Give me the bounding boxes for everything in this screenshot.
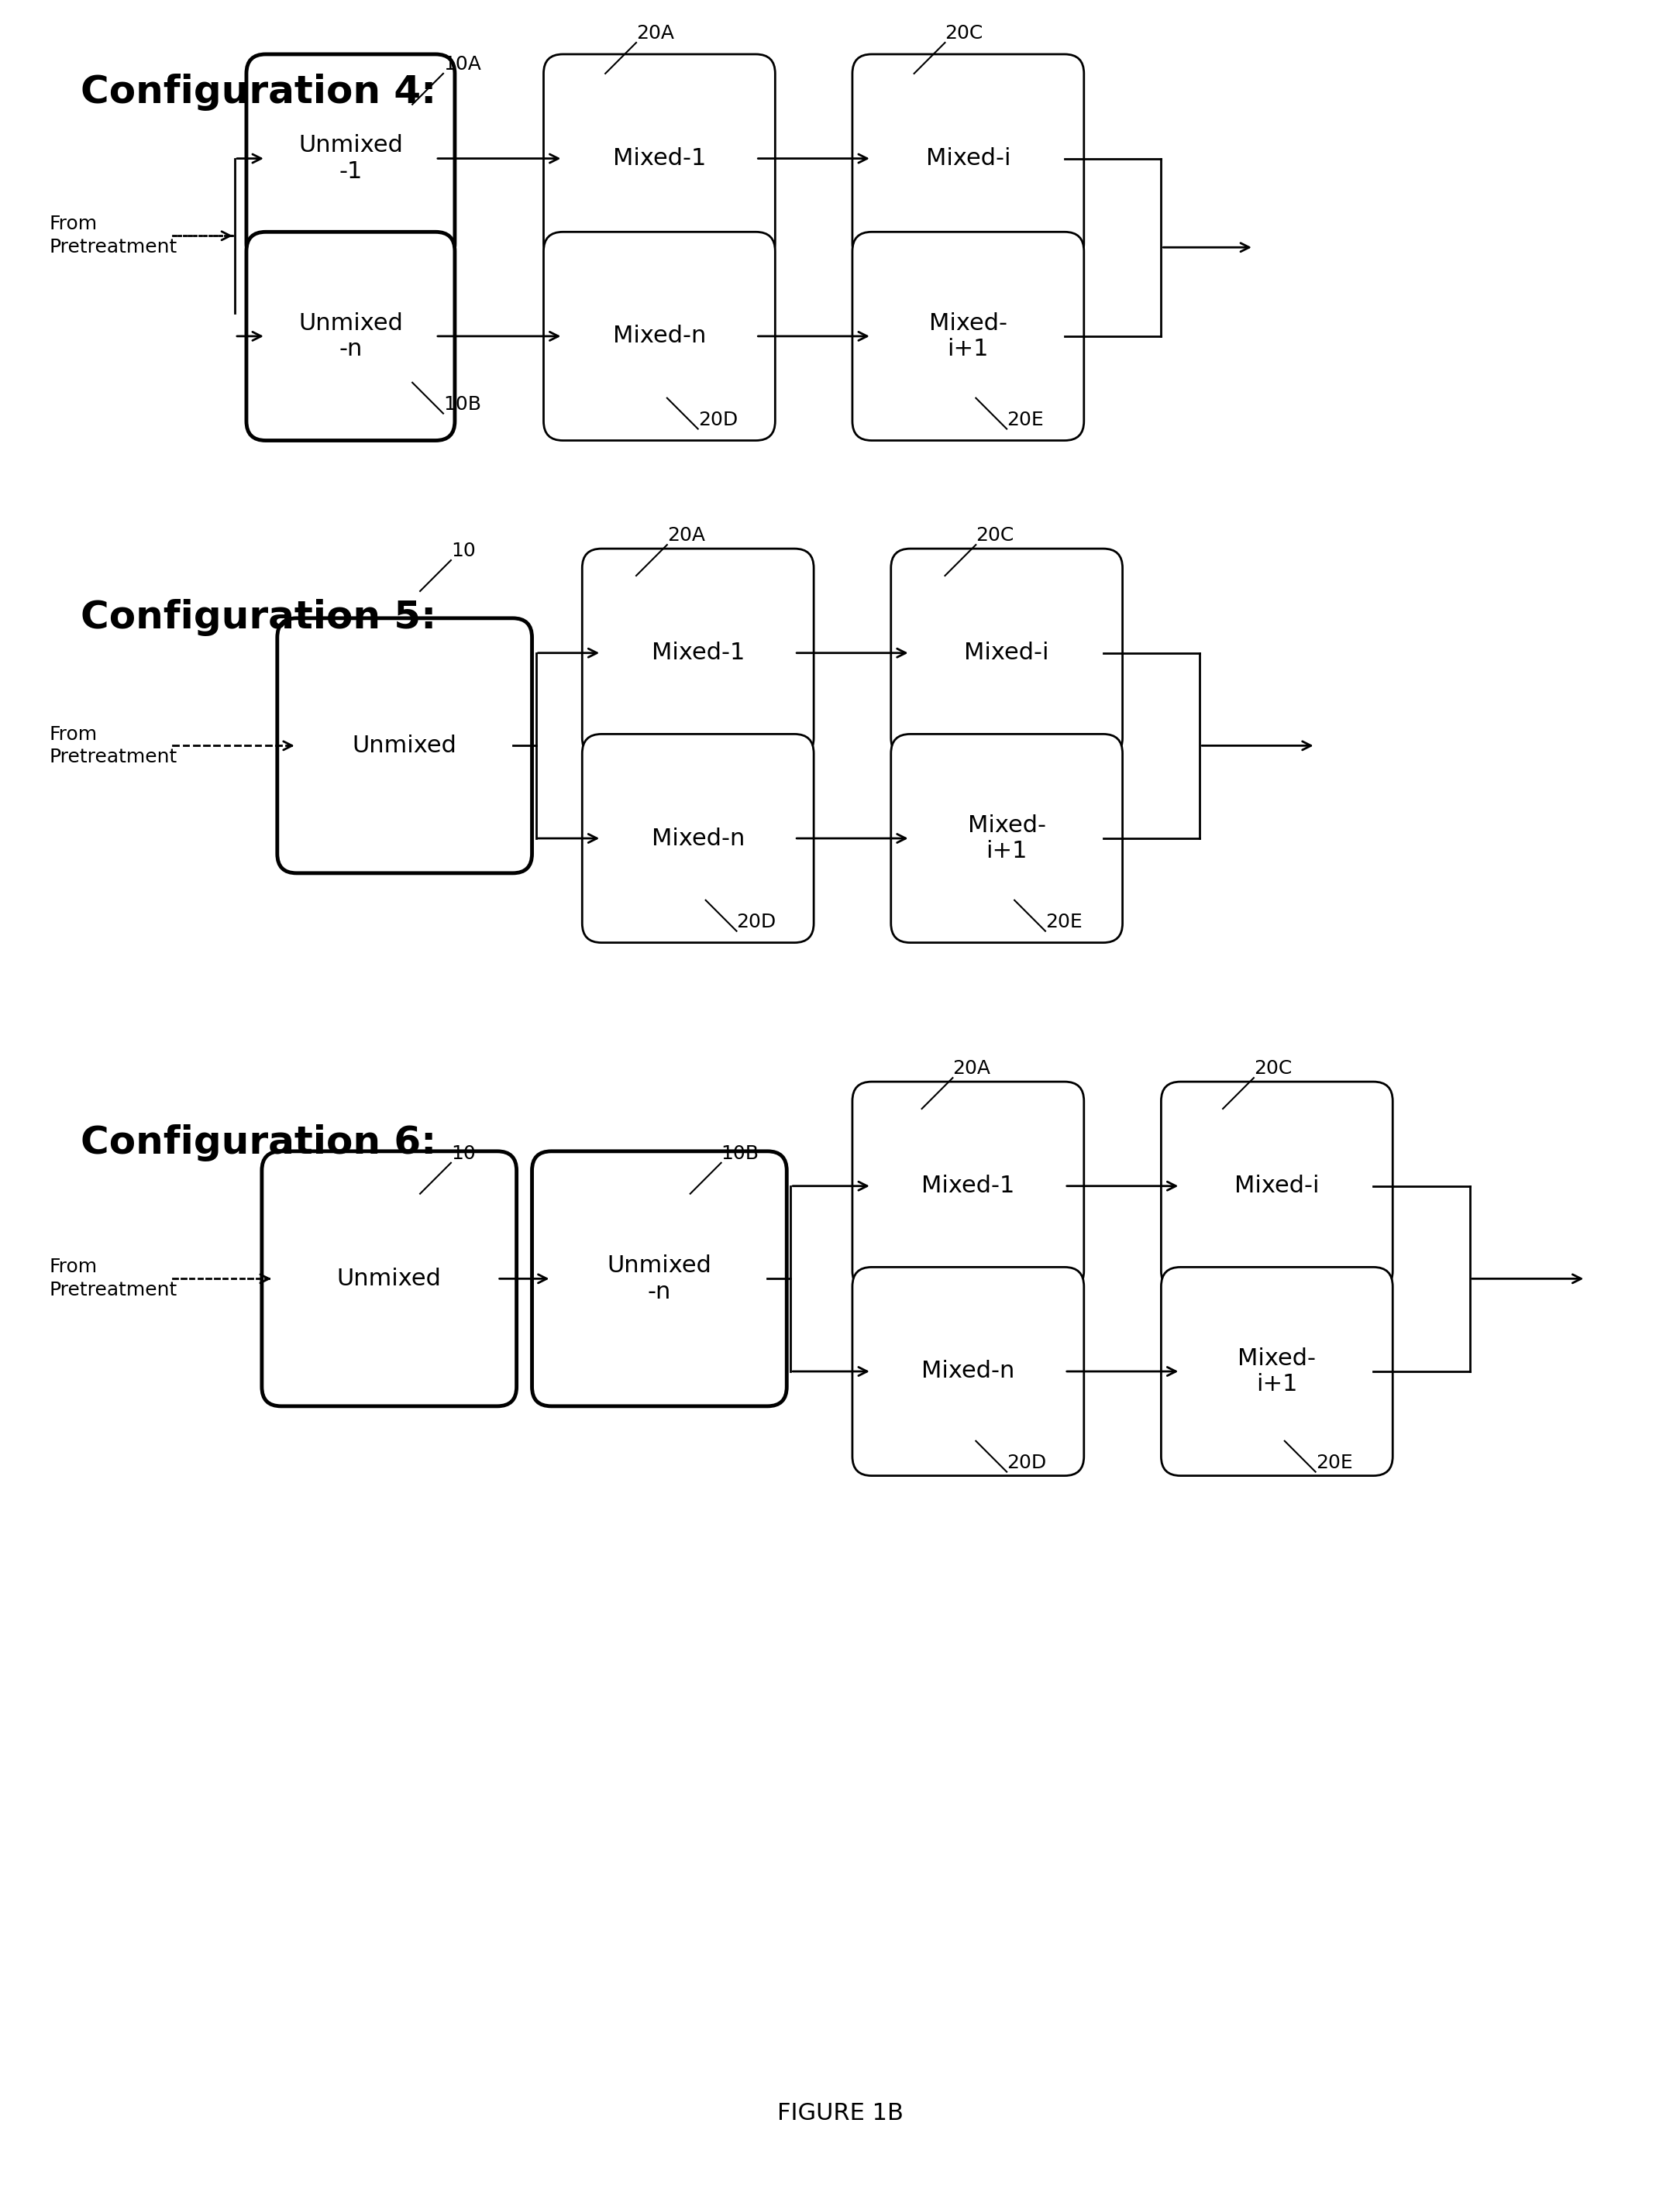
Text: 10B: 10B (444, 395, 480, 413)
Text: Mixed-
i+1: Mixed- i+1 (929, 311, 1008, 360)
Text: 10: 10 (450, 541, 475, 561)
FancyBboxPatch shape (262, 1151, 516, 1407)
Text: Mixed-1: Mixed-1 (613, 148, 706, 170)
FancyBboxPatch shape (247, 232, 455, 440)
Text: 20E: 20E (1006, 411, 1043, 429)
Text: FIGURE 1B: FIGURE 1B (776, 2101, 904, 2125)
FancyBboxPatch shape (1161, 1082, 1393, 1290)
FancyBboxPatch shape (852, 232, 1084, 440)
FancyBboxPatch shape (533, 1151, 786, 1407)
Text: Mixed-n: Mixed-n (613, 325, 706, 347)
Text: Mixed-n: Mixed-n (922, 1361, 1015, 1383)
Text: Mixed-n: Mixed-n (652, 826, 744, 850)
Text: 20A: 20A (953, 1060, 991, 1078)
Text: Unmixed
-n: Unmixed -n (606, 1255, 712, 1303)
FancyBboxPatch shape (852, 55, 1084, 263)
Text: From
Pretreatment: From Pretreatment (49, 1257, 178, 1299)
FancyBboxPatch shape (544, 232, 774, 440)
Text: 20C: 20C (1253, 1060, 1292, 1078)
FancyBboxPatch shape (890, 733, 1122, 943)
FancyBboxPatch shape (852, 1268, 1084, 1476)
FancyBboxPatch shape (1161, 1268, 1393, 1476)
Text: 20E: 20E (1315, 1454, 1352, 1471)
FancyBboxPatch shape (583, 733, 813, 943)
Text: Configuration 6:: Configuration 6: (81, 1124, 437, 1162)
FancyBboxPatch shape (277, 619, 533, 873)
FancyBboxPatch shape (890, 548, 1122, 758)
Text: 10A: 10A (444, 55, 480, 73)
Text: Mixed-1: Mixed-1 (652, 641, 744, 665)
Text: 20E: 20E (1045, 912, 1082, 930)
FancyBboxPatch shape (583, 548, 813, 758)
Text: Unmixed
-n: Unmixed -n (299, 311, 403, 360)
Text: Mixed-i: Mixed-i (926, 148, 1011, 170)
Text: Mixed-i: Mixed-i (1235, 1175, 1319, 1197)
FancyBboxPatch shape (544, 55, 774, 263)
Text: Mixed-i: Mixed-i (964, 641, 1050, 665)
Text: Mixed-1: Mixed-1 (922, 1175, 1015, 1197)
Text: Unmixed
-1: Unmixed -1 (299, 135, 403, 183)
Text: 20C: 20C (944, 24, 983, 42)
Text: Configuration 5:: Configuration 5: (81, 599, 437, 636)
Text: Unmixed: Unmixed (353, 733, 457, 758)
Text: Mixed-
i+1: Mixed- i+1 (968, 815, 1047, 862)
Text: 20D: 20D (697, 411, 738, 429)
Text: 20A: 20A (667, 526, 706, 546)
Text: 10B: 10B (721, 1144, 759, 1162)
Text: Mixed-
i+1: Mixed- i+1 (1238, 1347, 1315, 1396)
Text: 20D: 20D (1006, 1454, 1047, 1471)
Text: Unmixed: Unmixed (338, 1268, 442, 1290)
Text: 10: 10 (450, 1144, 475, 1162)
Text: 20A: 20A (637, 24, 674, 42)
FancyBboxPatch shape (247, 55, 455, 263)
Text: From
Pretreatment: From Pretreatment (49, 725, 178, 767)
Text: Configuration 4:: Configuration 4: (81, 73, 437, 110)
FancyBboxPatch shape (852, 1082, 1084, 1290)
Text: From
Pretreatment: From Pretreatment (49, 214, 178, 256)
Text: 20D: 20D (736, 912, 776, 930)
Text: 20C: 20C (976, 526, 1015, 546)
